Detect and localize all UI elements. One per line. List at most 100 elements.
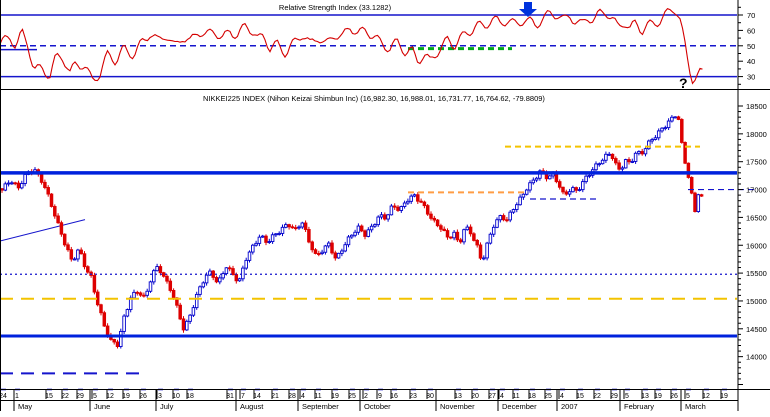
candle-up <box>379 214 384 218</box>
date-tick-label: 26 <box>670 393 678 400</box>
candle-up <box>274 233 278 236</box>
date-tick-label: 11 <box>512 393 519 400</box>
date-tick-label: 5 <box>93 393 97 400</box>
date-tick-label: 22 <box>593 393 601 400</box>
date-tick-label: 30 <box>426 393 434 400</box>
date-tick-label: 18 <box>186 393 194 400</box>
candle-up <box>343 244 347 252</box>
candle-up <box>587 174 592 177</box>
date-tick-label: 20 <box>471 393 479 400</box>
date-tick-label: 4 <box>560 393 564 400</box>
candle-down <box>165 275 169 282</box>
candle-up <box>356 225 361 233</box>
candle-up <box>597 163 602 166</box>
candle-up <box>402 202 407 207</box>
price-tick-label: 14000 <box>746 353 767 362</box>
candle-down <box>293 227 298 230</box>
candle-up <box>336 252 341 259</box>
candle-up <box>284 224 288 228</box>
down-arrow-icon <box>519 2 537 17</box>
candle-up <box>208 270 212 276</box>
candle-up <box>366 229 371 237</box>
annotations-layer: ? <box>519 2 688 91</box>
candle-up <box>241 267 245 280</box>
candle-up <box>326 242 331 247</box>
candle-up <box>630 160 635 163</box>
candle-down <box>310 241 314 251</box>
candle-up <box>148 281 153 292</box>
rsi-panel <box>0 8 737 85</box>
candle-up <box>194 293 199 309</box>
candle-down <box>178 304 182 320</box>
candle-up <box>406 200 410 204</box>
price-tick-label: 14500 <box>746 325 767 334</box>
candle-down <box>445 230 450 238</box>
candle-up <box>251 244 255 253</box>
candle-down <box>181 318 186 331</box>
candle-down <box>505 219 509 222</box>
candle-up <box>666 120 671 129</box>
candle-down <box>442 228 446 232</box>
candle-up <box>399 206 404 211</box>
candle-down <box>614 158 618 164</box>
candle-up <box>260 235 265 238</box>
candle-down <box>429 213 433 219</box>
price-tick-label: 18000 <box>746 130 767 139</box>
date-tick-label: 18 <box>528 393 536 400</box>
date-tick-label: 26 <box>139 393 147 400</box>
candle-up <box>10 182 14 185</box>
candle-down <box>307 229 311 243</box>
date-tick-label: 3 <box>158 393 162 400</box>
candle-down <box>317 253 321 255</box>
candle-down <box>610 153 615 159</box>
candle-down <box>43 181 47 188</box>
candle-down <box>455 231 460 241</box>
candle-up <box>409 195 413 202</box>
candle-down <box>435 219 440 227</box>
rsi-tick-label: 60 <box>747 26 755 35</box>
candle-up <box>280 226 285 234</box>
date-tick-label: 5 <box>625 393 629 400</box>
candle-up <box>224 267 229 275</box>
candle-up <box>346 236 351 246</box>
candle-up <box>498 215 503 221</box>
price-axis: 18500 18000 17500 17000 16500 16000 15500 15000… <box>738 102 767 385</box>
candle-down <box>627 159 631 163</box>
candle-up <box>72 258 77 261</box>
candle-up <box>218 277 222 283</box>
rsi-tick-label: 70 <box>747 11 755 20</box>
candle-up <box>620 167 625 170</box>
date-tick-label: 2 <box>364 393 368 400</box>
candle-down <box>112 338 116 343</box>
date-tick-label: 16 <box>390 393 398 400</box>
candle-up <box>491 226 496 235</box>
candle-down <box>439 225 443 230</box>
candle-down <box>432 217 437 221</box>
candle-up <box>452 231 456 239</box>
trendline <box>0 219 86 242</box>
candle-up <box>119 330 123 347</box>
candle-up <box>188 314 192 322</box>
candle-down <box>102 312 107 327</box>
candle-down <box>303 222 308 230</box>
date-tick-label: 4 <box>301 393 305 400</box>
candle-up <box>567 191 572 195</box>
candle-up <box>198 286 202 295</box>
candle-up <box>122 315 126 332</box>
candle-down <box>686 162 691 178</box>
candle-up <box>647 140 651 150</box>
candle-up <box>353 231 357 236</box>
date-tick-label: 5 <box>686 393 690 400</box>
candle-down <box>231 268 235 275</box>
candle-down <box>468 226 473 235</box>
candle-down <box>475 239 479 246</box>
candle-down <box>234 274 239 282</box>
candle-up <box>482 257 486 260</box>
date-tick-label: 19 <box>654 393 662 400</box>
candle-up <box>515 204 519 210</box>
rsi-tick-label: 50 <box>747 42 755 51</box>
rsi-tick-label: 30 <box>747 73 755 82</box>
candle-down <box>290 226 295 229</box>
